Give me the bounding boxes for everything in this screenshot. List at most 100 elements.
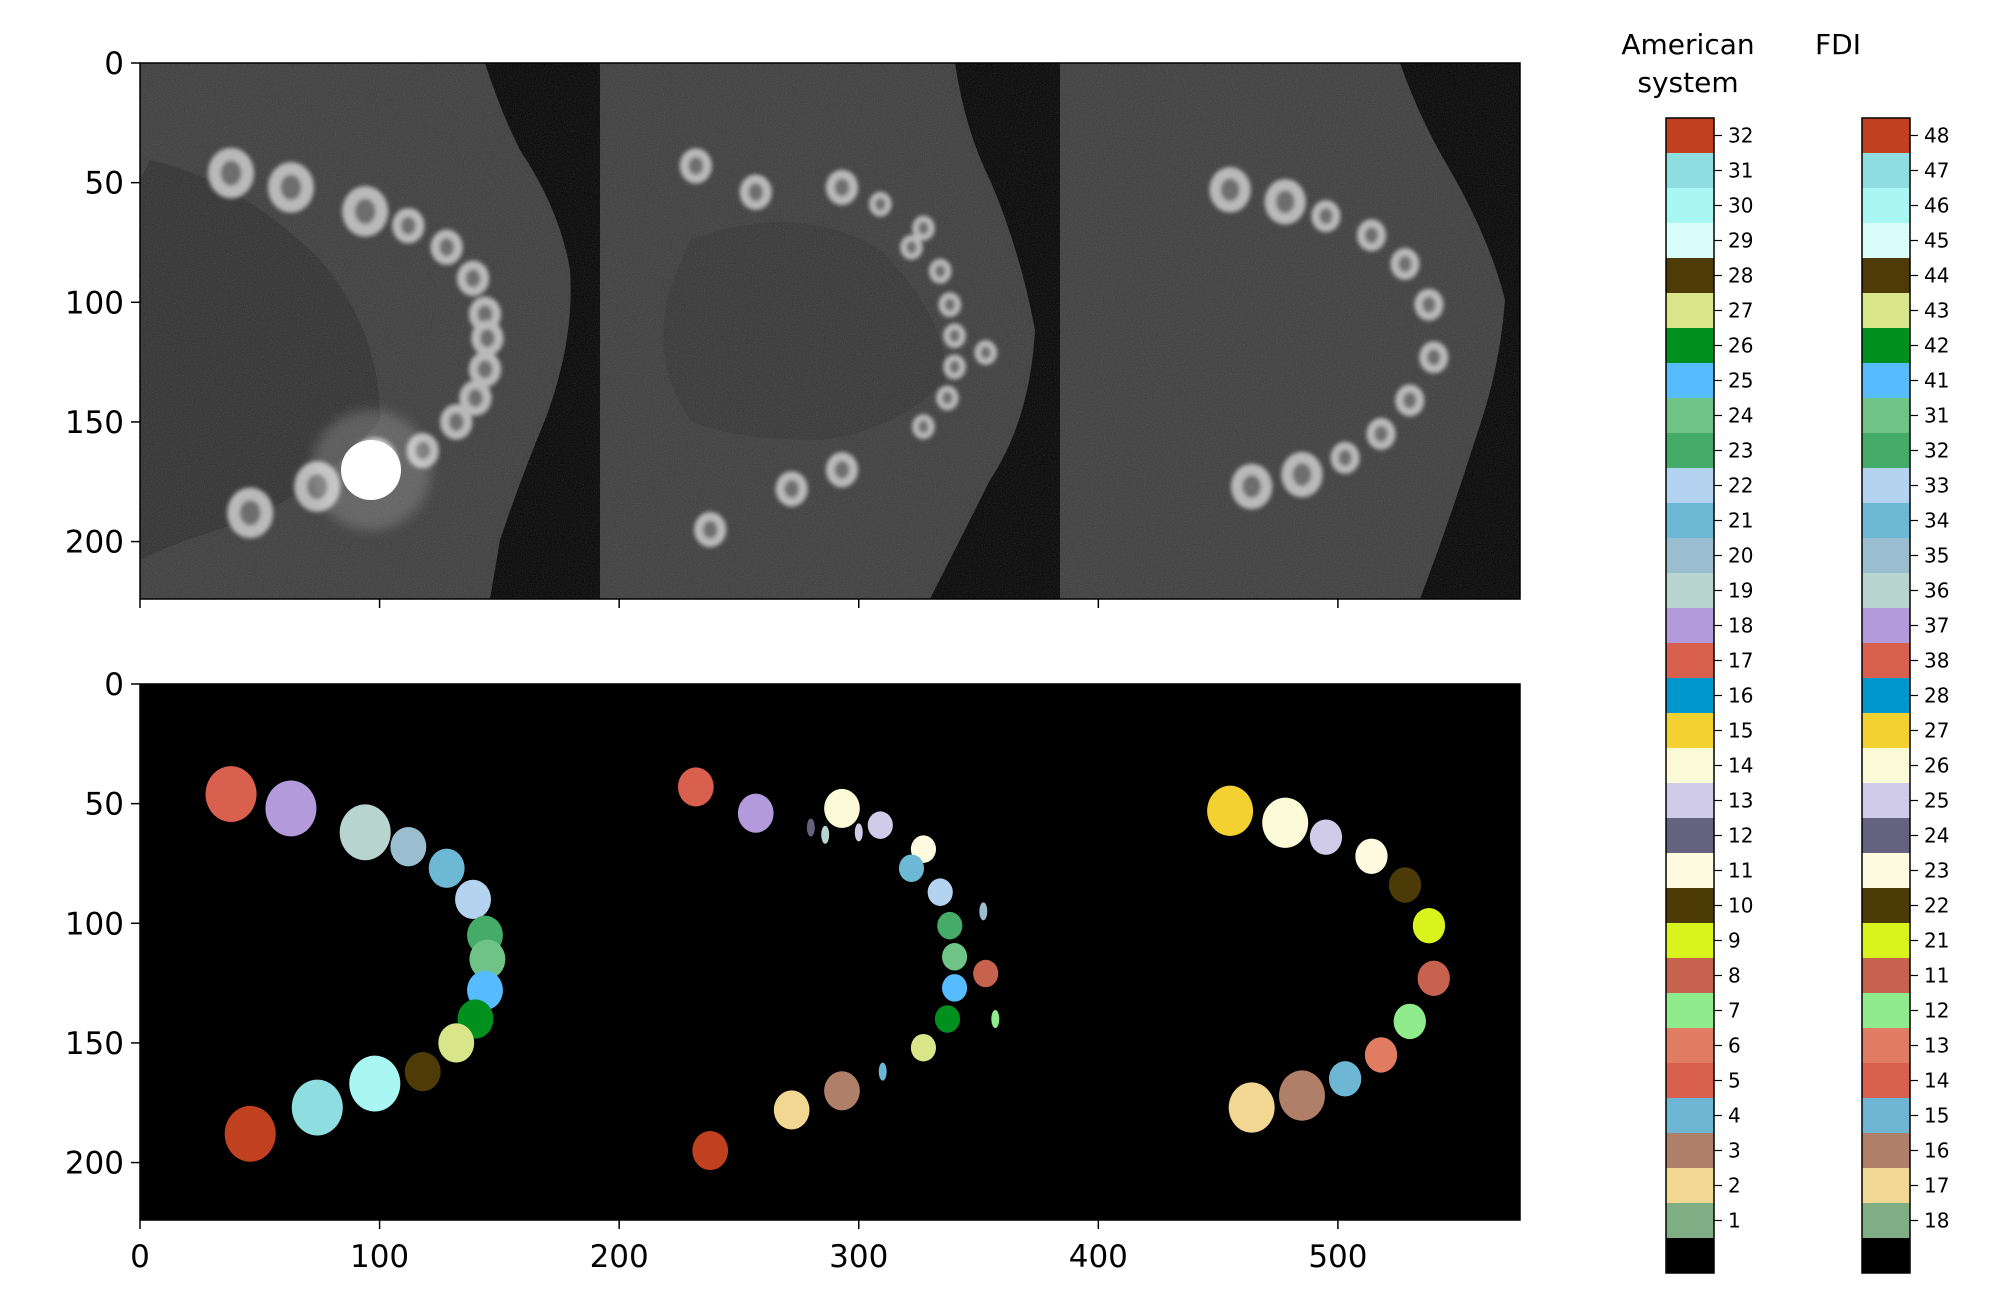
tooth-segment-2 [773,1090,810,1130]
tooth-fragment [806,818,815,837]
colorbar-swatch [1862,1133,1910,1168]
colorbar-tick-label: 35 [1924,544,1949,568]
colorbar-swatch [1666,223,1714,258]
colorbar-tick-label: 37 [1924,614,1949,638]
colorbar-tick-label: 27 [1924,719,1949,743]
ct-tooth-pulp [1220,178,1240,202]
y-tick-label: 100 [65,285,124,321]
colorbar-tick-label: 36 [1924,579,1949,603]
tooth-segment-23 [937,911,963,940]
tooth-segment-15 [1207,785,1254,836]
colorbar-tick-label: 21 [1924,929,1949,953]
colorbar-tick-label: 22 [1924,894,1949,918]
colorbar-swatch [1666,1028,1714,1063]
ct-image-panel [140,63,1520,599]
ct-tooth-pulp [1427,349,1441,366]
colorbar-swatch [1666,678,1714,713]
colorbar-tick-label: 12 [1924,999,1949,1023]
colorbar-tick-label: 25 [1728,369,1753,393]
colorbar-swatch [1666,1203,1714,1238]
colorbar-tick-label: 27 [1728,299,1753,323]
colorbar-swatch [1862,538,1910,573]
ct-tooth-pulp [918,420,929,433]
colorbar-swatch [1666,1098,1714,1133]
y-tick-label: 0 [104,667,124,703]
colorbar-swatch [1666,958,1714,993]
colorbar-swatch [1862,433,1910,468]
y-tick-label: 50 [85,166,124,202]
colorbar-swatch [1862,818,1910,853]
x-tick-label: 500 [1308,1239,1367,1275]
colorbar-swatch [1862,853,1910,888]
axes: 0 50 100 150 200 0 50 100 150 200 0 100 200 300 400 500 [65,46,1368,1275]
tooth-segment-3 [1279,1070,1325,1121]
colorbar-swatch [1666,118,1714,153]
y-tick-label: 200 [65,1146,124,1182]
ct-tooth-pulp [477,305,493,324]
colorbar-swatch [1666,748,1714,783]
ct-tooth-pulp [280,174,302,201]
colorbar-swatch [1862,1028,1910,1063]
colorbar-swatch [1862,468,1910,503]
colorbar-swatch [1666,258,1714,293]
tooth-fragment [991,1010,1000,1028]
tooth-segment-18 [265,780,317,837]
ct-tooth-pulp [875,197,886,211]
ct-tooth-pulp [1338,449,1352,466]
colorbar-tick-label: 11 [1924,964,1949,988]
colorbar-tick-label: 15 [1728,719,1753,743]
colorbar-swatch [1862,888,1910,923]
colorbar-tick-label: 18 [1728,614,1753,638]
colorbar-american: Americansystem32313029282726252423222120… [1621,28,1755,1274]
colorbar-swatch [1862,363,1910,398]
ct-tooth-pulp [448,413,464,431]
colorbar-tick-label: 16 [1924,1139,1949,1163]
ct-tooth-pulp [401,216,416,235]
colorbar-swatch-background [1666,1238,1714,1273]
colorbar-tick-label: 44 [1924,264,1949,288]
tooth-segment-2 [1228,1082,1275,1133]
colorbar-tick-label: 26 [1728,334,1753,358]
colorbar-swatch [1666,398,1714,433]
colorbar-swatch [1666,1168,1714,1203]
colorbar-tick-label: 10 [1728,894,1753,918]
colorbar-tick-label: 25 [1924,789,1949,813]
ct-tooth-pulp [1275,190,1295,214]
tooth-segment-19 [339,804,391,861]
colorbar-swatch [1666,433,1714,468]
tooth-segment-31 [291,1079,343,1136]
colorbar-tick-label: 17 [1728,649,1753,673]
tooth-segment-32 [692,1131,729,1171]
tooth-segment-14 [1262,797,1309,848]
tooth-segment-27 [438,1023,475,1063]
tooth-segment-8 [1417,960,1450,997]
colorbar-swatch [1666,1133,1714,1168]
colorbar-tick-label: 23 [1924,859,1949,883]
tooth-segment-3 [824,1071,860,1111]
ct-tooth-pulp [834,460,850,479]
tooth-segment-9 [1412,907,1446,944]
colorbar-tick-label: 11 [1728,859,1753,883]
colorbar-swatch [1862,1203,1910,1238]
colorbar-swatch [1862,258,1910,293]
colorbar-tick-label: 30 [1728,194,1753,218]
colorbar-swatch [1862,398,1910,433]
colorbar-tick-label: 24 [1728,404,1753,428]
colorbar-swatch [1666,713,1714,748]
colorbar-tick-label: 7 [1728,999,1741,1023]
tooth-segment-28 [404,1051,441,1092]
tooth-segment-10 [1388,867,1422,903]
colorbar-tick-label: 28 [1924,684,1949,708]
colorbar-tick-label: 22 [1728,474,1753,498]
tooth-segment-14 [824,788,860,828]
tooth-segment-26 [934,1005,960,1033]
colorbar-tick-label: 23 [1728,439,1753,463]
colorbar-swatch [1666,363,1714,398]
colorbar-swatch [1666,503,1714,538]
colorbar-tick-label: 3 [1728,1139,1741,1163]
colorbar-tick-label: 18 [1924,1209,1949,1233]
colorbar-tick-label: 17 [1924,1174,1949,1198]
ct-tooth-pulp [906,241,917,254]
x-tick-label: 400 [1069,1239,1128,1275]
tooth-segment-11 [1355,838,1388,874]
